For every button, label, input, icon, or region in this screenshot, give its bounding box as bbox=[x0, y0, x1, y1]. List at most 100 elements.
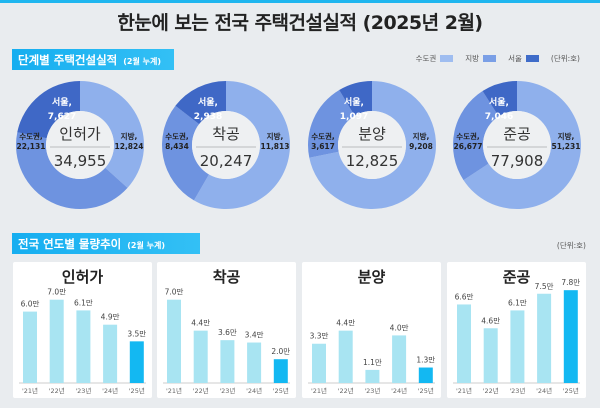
panel-title: 인허가 bbox=[61, 268, 104, 286]
data-label: 4.0만 bbox=[390, 323, 409, 332]
data-label: 7.0만 bbox=[47, 288, 66, 297]
slice-label: 서울, bbox=[344, 96, 364, 108]
legend-label: 서울 bbox=[508, 54, 522, 63]
data-label: 3.4만 bbox=[245, 331, 264, 340]
bar bbox=[483, 328, 498, 383]
slice-label: 12,824 bbox=[115, 142, 144, 151]
slice-label: 9,208 bbox=[409, 142, 433, 151]
legend-swatch bbox=[525, 55, 539, 62]
data-label: 7.8만 bbox=[561, 278, 580, 287]
bar-chart: 3.3만 '21년 4.4만 '22년 1.1만 '23년 4.0만 '24년 1.3만 '25년 bbox=[308, 319, 435, 395]
slice-label: 22,131 bbox=[17, 142, 46, 151]
bar bbox=[167, 299, 181, 383]
slice-local bbox=[463, 81, 581, 210]
bar-chart: 6.6만 '21년 4.6만 '22년 6.1만 '23년 7.5만 '24년 7.8만 '25년 bbox=[453, 278, 580, 395]
x-tick-label: '25년 bbox=[418, 386, 434, 395]
donut-title: 준공 bbox=[503, 125, 531, 143]
bar-chart: 7.0만 '21년 4.4만 '22년 3.6만 '23년 3.4만 '24년 2.0만 '25년 bbox=[163, 288, 290, 395]
data-label: 4.6만 bbox=[481, 316, 500, 325]
slice-label: 서울, bbox=[489, 96, 509, 108]
slice-local bbox=[193, 81, 291, 209]
slice-label: 7,627 bbox=[48, 112, 76, 122]
x-tick-label: '24년 bbox=[391, 386, 407, 395]
slice-capital bbox=[308, 90, 355, 158]
legend-swatch bbox=[440, 55, 454, 62]
slice-local bbox=[80, 81, 144, 188]
legend-label: 지방 bbox=[465, 54, 480, 63]
data-label: 7.0만 bbox=[165, 288, 184, 297]
data-label: 1.1만 bbox=[363, 358, 382, 367]
slice-label: 11,813 bbox=[261, 142, 290, 151]
bar bbox=[49, 299, 64, 383]
slice-seoul bbox=[482, 81, 517, 117]
bar bbox=[193, 330, 208, 383]
x-tick-label: '21년 bbox=[166, 386, 182, 395]
slice-local bbox=[309, 81, 437, 209]
slice-label: 수도권, bbox=[19, 131, 43, 141]
slice-seoul bbox=[17, 81, 80, 139]
slice-label: 8,434 bbox=[165, 142, 189, 151]
x-tick-label: '22년 bbox=[483, 386, 499, 395]
x-tick-label: '21년 bbox=[22, 386, 38, 395]
bar-panel-준공: 준공 6.6만 '21년 4.6만 '22년 6.1만 '23년 7.5만 '24년 7.8만 '2… bbox=[447, 262, 586, 398]
slice-capital bbox=[162, 105, 209, 201]
data-label: 7.5만 bbox=[535, 282, 554, 291]
x-tick-label: '25년 bbox=[563, 386, 579, 395]
bar bbox=[129, 341, 144, 383]
bar bbox=[312, 343, 326, 383]
slice-label: 서울, bbox=[52, 96, 72, 108]
donut-total: 20,247 bbox=[200, 152, 253, 170]
bar bbox=[510, 310, 525, 383]
panel-title: 분양 bbox=[357, 268, 386, 286]
section-label: 전국 연도별 물량추이 bbox=[18, 237, 122, 251]
bar bbox=[76, 310, 91, 383]
x-tick-label: '23년 bbox=[219, 386, 235, 395]
donut-total: 12,825 bbox=[346, 152, 399, 170]
donut-total: 34,955 bbox=[54, 152, 107, 170]
donut-title: 인허가 bbox=[59, 125, 101, 143]
donut-분양: 분양 12,825 지방,9,208 수도권,3,617 서울, 1,097 bbox=[308, 81, 437, 209]
data-label: 6.6만 bbox=[455, 292, 474, 301]
bar bbox=[103, 324, 118, 383]
slice-label: 1,097 bbox=[340, 112, 368, 122]
x-tick-label: '25년 bbox=[273, 386, 289, 395]
slice-seoul bbox=[339, 81, 372, 116]
data-label: 4.4만 bbox=[336, 319, 355, 328]
slice-label: 26,677 bbox=[454, 142, 483, 151]
bar bbox=[273, 359, 288, 383]
bar bbox=[418, 367, 433, 383]
slice-label: 7,046 bbox=[485, 112, 513, 122]
data-label: 3.6만 bbox=[218, 328, 237, 337]
donut-center bbox=[46, 111, 114, 179]
legend: 수도권 지방 서울 (단위:호) bbox=[416, 53, 580, 64]
donut-인허가: 인허가 34,955 지방,12,824 수도권,22,131 서울, 7,627 bbox=[16, 81, 144, 209]
slice-label: 서울, bbox=[198, 96, 218, 108]
slice-label: 수도권, bbox=[456, 131, 480, 141]
bar-panel-인허가: 인허가 6.0만 '21년 7.0만 '22년 6.1만 '23년 4.9만 '24년 3.5만 '… bbox=[13, 262, 152, 398]
x-tick-label: '22년 bbox=[338, 386, 354, 395]
top-accent-line bbox=[0, 0, 600, 3]
data-label: 3.5만 bbox=[127, 329, 146, 338]
panel-title: 준공 bbox=[502, 268, 531, 286]
data-label: 6.1만 bbox=[508, 298, 527, 307]
slice-label: 수도권, bbox=[165, 131, 189, 141]
x-tick-label: '24년 bbox=[102, 386, 118, 395]
unit-label: (단위:호) bbox=[556, 241, 586, 250]
slice-label: 2,938 bbox=[194, 112, 222, 122]
section-header-stage: 단계별 주택건설실적 (2월 누계) bbox=[12, 49, 174, 70]
x-tick-label: '22년 bbox=[49, 386, 65, 395]
x-tick-label: '23년 bbox=[509, 386, 525, 395]
data-label: 1.3만 bbox=[416, 356, 435, 365]
slice-label: 지방, bbox=[413, 131, 430, 141]
data-label: 6.0만 bbox=[21, 300, 40, 309]
unit-label: (단위:호) bbox=[550, 54, 580, 63]
slice-label: 51,231 bbox=[552, 142, 581, 151]
section-label: 단계별 주택건설실적 bbox=[18, 53, 118, 67]
slice-seoul bbox=[175, 81, 226, 125]
section-sub: (2월 누계) bbox=[127, 241, 165, 250]
x-tick-label: '21년 bbox=[456, 386, 472, 395]
slice-label: 3,617 bbox=[311, 142, 335, 151]
slice-capital bbox=[453, 91, 499, 181]
bar bbox=[537, 293, 552, 383]
x-tick-label: '24년 bbox=[246, 386, 262, 395]
